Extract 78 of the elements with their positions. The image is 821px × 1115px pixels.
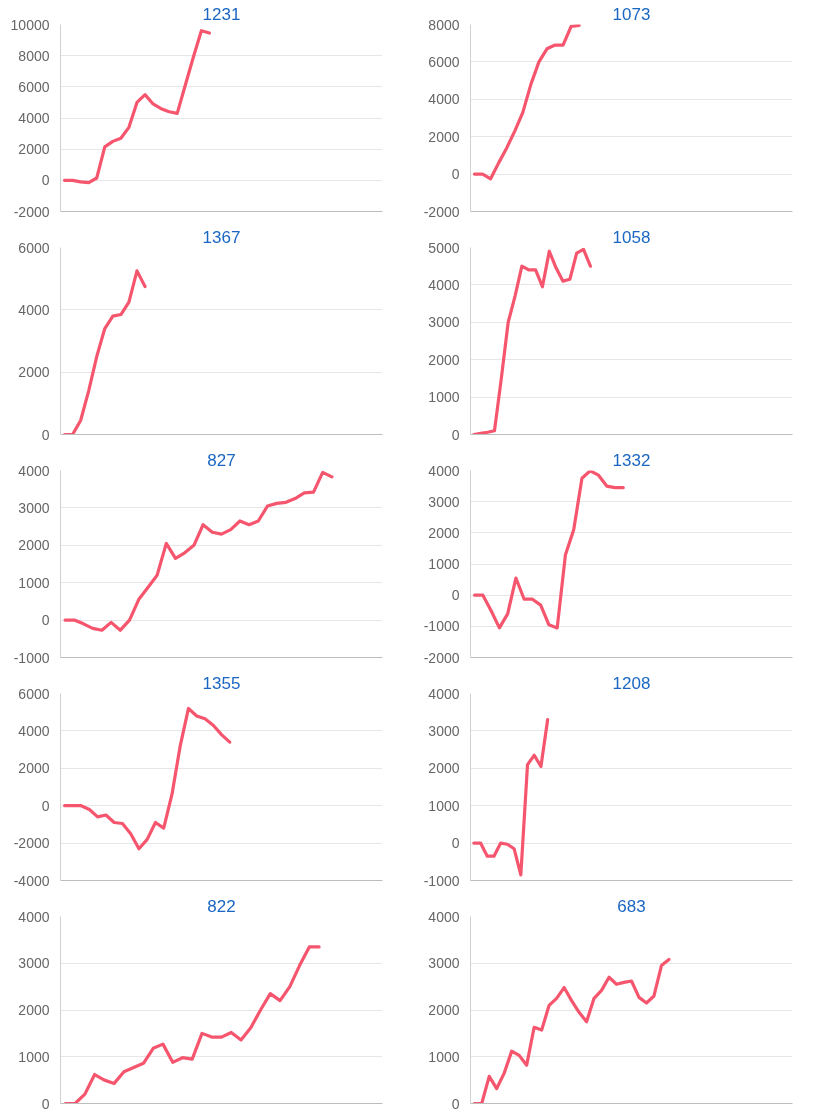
y-tick-label: 6000 (428, 53, 460, 70)
y-tick-label: 0 (41, 426, 50, 443)
y-tick-label: 2000 (18, 537, 50, 554)
y-tick-label: 2000 (18, 364, 50, 381)
y-tick-label: 6000 (18, 685, 50, 702)
y-tick-label: 2000 (18, 760, 50, 777)
y-tick-label: 3000 (428, 722, 460, 739)
y-tick-label: 6000 (18, 78, 50, 95)
y-tick-label: 3000 (428, 493, 460, 510)
y-tick-label: 10000 (10, 16, 50, 33)
line-series (62, 29, 212, 185)
line-series (63, 706, 232, 851)
y-tick-label: -2000 (423, 649, 460, 666)
line-series (63, 945, 321, 1104)
y-tick-label: 0 (41, 172, 50, 189)
y-tick-label: 4000 (18, 908, 50, 925)
line-series (63, 470, 334, 632)
y-tick-label: 1000 (18, 1048, 50, 1065)
y-tick-label: 1000 (428, 556, 460, 572)
y-tick-label: 2000 (428, 128, 460, 145)
y-tick-label: 3000 (428, 314, 460, 331)
y-tick-label: 2000 (428, 524, 460, 541)
y-tick-label: 0 (41, 612, 50, 629)
y-tick-label: 4000 (428, 685, 460, 702)
y-tick-label: 0 (451, 1095, 460, 1112)
chart-title: 1367 (202, 227, 241, 247)
y-tick-label: 1000 (18, 574, 50, 591)
y-tick-label: 2000 (428, 351, 460, 368)
y-tick-label: 0 (41, 797, 50, 814)
line-series (473, 470, 625, 630)
y-tick-label: -1000 (13, 649, 50, 666)
y-tick-label: 3000 (18, 955, 50, 972)
y-tick-label: 2000 (18, 141, 50, 158)
line-series (472, 247, 592, 435)
chart-title: 1208 (612, 673, 651, 693)
y-tick-label: 3000 (428, 955, 460, 972)
chart-title: 683 (617, 896, 646, 916)
y-tick-label: 6000 (18, 239, 50, 256)
y-tick-label: 2000 (428, 760, 460, 777)
y-tick-label: 0 (451, 426, 460, 443)
line-series (62, 269, 147, 435)
y-tick-label: 0 (41, 1095, 50, 1112)
y-tick-label: 1000 (428, 797, 460, 814)
y-tick-label: 1000 (428, 1048, 460, 1065)
y-tick-label: 2000 (18, 1002, 50, 1018)
y-tick-label: 5000 (428, 239, 460, 256)
chart-title: 1332 (612, 450, 651, 470)
y-tick-label: 4000 (428, 91, 460, 108)
y-tick-label: 4000 (428, 462, 460, 479)
y-tick-label: 4000 (428, 908, 460, 925)
chart-title: 1073 (612, 4, 651, 24)
y-tick-label: 0 (451, 587, 460, 604)
y-tick-label: 4000 (18, 462, 50, 479)
y-tick-label: 8000 (428, 16, 460, 33)
y-tick-label: 2000 (428, 1002, 460, 1018)
y-tick-label: -2000 (13, 835, 50, 852)
line-series (472, 24, 581, 181)
chart-title: 827 (207, 450, 236, 470)
y-tick-label: 0 (451, 835, 460, 852)
y-tick-label: 4000 (428, 276, 460, 293)
y-tick-label: 0 (451, 166, 460, 183)
y-tick-label: -2000 (13, 203, 50, 220)
chart-title: 822 (207, 896, 236, 916)
y-tick-label: -4000 (13, 872, 50, 889)
y-tick-label: 1000 (428, 389, 460, 406)
line-series (472, 718, 550, 877)
y-tick-label: 4000 (18, 110, 50, 126)
line-series (472, 957, 671, 1104)
y-tick-label: 4000 (18, 722, 50, 739)
y-tick-label: 8000 (18, 47, 50, 64)
chart-title: 1058 (612, 227, 651, 247)
y-tick-label: -1000 (423, 618, 460, 635)
y-tick-label: 3000 (18, 499, 50, 516)
y-tick-label: 4000 (18, 301, 50, 318)
chart-title: 1231 (202, 4, 241, 24)
chart-title: 1355 (202, 673, 241, 693)
y-tick-label: -1000 (423, 872, 460, 889)
y-tick-label: -2000 (423, 203, 460, 220)
